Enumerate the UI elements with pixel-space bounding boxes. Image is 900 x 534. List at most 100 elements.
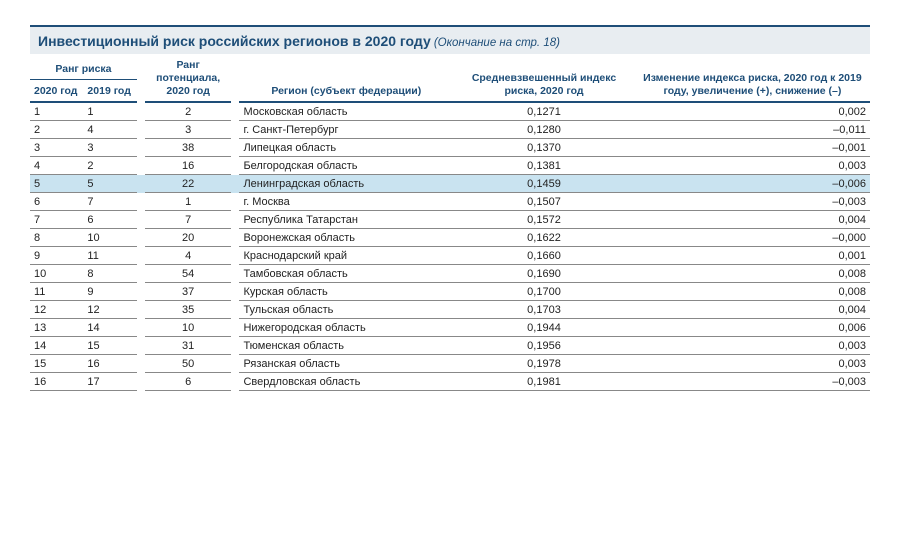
- cell-potential: 2: [145, 102, 230, 121]
- table-row: 112Московская область0,12710,002: [30, 102, 870, 121]
- cell-potential: 1: [145, 193, 230, 211]
- cell-change: –0,011: [635, 121, 870, 139]
- cell-potential: 10: [145, 319, 230, 337]
- cell-potential: 38: [145, 139, 230, 157]
- cell-index: 0,1280: [453, 121, 635, 139]
- cell-rank-2019: 16: [83, 355, 136, 373]
- cell-change: –0,003: [635, 373, 870, 391]
- cell-rank-2019: 3: [83, 139, 136, 157]
- col-rank-2019: 2019 год: [83, 79, 136, 102]
- cell-region: Республика Татарстан: [239, 211, 453, 229]
- cell-change: –0,006: [635, 175, 870, 193]
- cell-potential: 35: [145, 301, 230, 319]
- cell-rank-2020: 7: [30, 211, 83, 229]
- cell-change: –0,000: [635, 229, 870, 247]
- cell-potential: 7: [145, 211, 230, 229]
- cell-change: –0,001: [635, 139, 870, 157]
- cell-rank-2020: 8: [30, 229, 83, 247]
- cell-region: Воронежская область: [239, 229, 453, 247]
- cell-index: 0,1572: [453, 211, 635, 229]
- cell-potential: 4: [145, 247, 230, 265]
- col-region: Регион (субъект федерации): [239, 56, 453, 102]
- cell-change: 0,004: [635, 211, 870, 229]
- cell-potential: 20: [145, 229, 230, 247]
- cell-rank-2019: 9: [83, 283, 136, 301]
- cell-rank-2020: 2: [30, 121, 83, 139]
- cell-rank-2019: 6: [83, 211, 136, 229]
- cell-potential: 22: [145, 175, 230, 193]
- col-change: Изменение индекса риска, 2020 год к 2019…: [635, 56, 870, 102]
- cell-change: 0,003: [635, 355, 870, 373]
- table-row: 243 г. Санкт-Петербург0,1280–0,011: [30, 121, 870, 139]
- cell-index: 0,1660: [453, 247, 635, 265]
- cell-rank-2020: 11: [30, 283, 83, 301]
- table-row: 151650Рязанская область0,19780,003: [30, 355, 870, 373]
- cell-region: Тульская область: [239, 301, 453, 319]
- cell-rank-2019: 2: [83, 157, 136, 175]
- table-row: 16176Свердловская область0,1981–0,003: [30, 373, 870, 391]
- cell-change: 0,003: [635, 337, 870, 355]
- cell-rank-2020: 10: [30, 265, 83, 283]
- cell-potential: 3: [145, 121, 230, 139]
- cell-potential: 37: [145, 283, 230, 301]
- cell-index: 0,1622: [453, 229, 635, 247]
- table-row: 33 38 Липецкая область0,1370–0,001: [30, 139, 870, 157]
- cell-rank-2020: 16: [30, 373, 83, 391]
- table-row: 131410Нижегородская область0,19440,006: [30, 319, 870, 337]
- cell-rank-2019: 8: [83, 265, 136, 283]
- cell-region: Тюменская область: [239, 337, 453, 355]
- cell-region: Белгородская область: [239, 157, 453, 175]
- cell-region: Свердловская область: [239, 373, 453, 391]
- cell-index: 0,1944: [453, 319, 635, 337]
- cell-change: 0,004: [635, 301, 870, 319]
- cell-rank-2019: 1: [83, 102, 136, 121]
- cell-index: 0,1978: [453, 355, 635, 373]
- cell-rank-2020: 5: [30, 175, 83, 193]
- col-index: Средневзвешенный индекс риска, 2020 год: [453, 56, 635, 102]
- cell-rank-2019: 11: [83, 247, 136, 265]
- cell-rank-2019: 10: [83, 229, 136, 247]
- risk-table: Ранг риска Ранг потенциала, 2020 год Рег…: [30, 56, 870, 391]
- cell-potential: 50: [145, 355, 230, 373]
- cell-change: 0,008: [635, 283, 870, 301]
- col-group-risk: Ранг риска: [30, 56, 137, 79]
- cell-rank-2019: 4: [83, 121, 136, 139]
- cell-index: 0,1703: [453, 301, 635, 319]
- cell-region: Курская область: [239, 283, 453, 301]
- cell-potential: 16: [145, 157, 230, 175]
- cell-region: Краснодарский край: [239, 247, 453, 265]
- cell-rank-2019: 7: [83, 193, 136, 211]
- cell-potential: 31: [145, 337, 230, 355]
- cell-rank-2019: 14: [83, 319, 136, 337]
- table-row: 141531Тюменская область0,19560,003: [30, 337, 870, 355]
- cell-change: 0,002: [635, 102, 870, 121]
- cell-rank-2020: 13: [30, 319, 83, 337]
- cell-region: г. Санкт-Петербург: [239, 121, 453, 139]
- table-row: 767 Республика Татарстан0,15720,004: [30, 211, 870, 229]
- cell-potential: 6: [145, 373, 230, 391]
- cell-index: 0,1700: [453, 283, 635, 301]
- cell-rank-2020: 4: [30, 157, 83, 175]
- cell-region: Московская область: [239, 102, 453, 121]
- cell-index: 0,1459: [453, 175, 635, 193]
- table-title: Инвестиционный риск российских регионов …: [38, 33, 431, 49]
- cell-rank-2019: 5: [83, 175, 136, 193]
- cell-region: Липецкая область: [239, 139, 453, 157]
- cell-rank-2020: 14: [30, 337, 83, 355]
- cell-change: 0,001: [635, 247, 870, 265]
- cell-region: Нижегородская область: [239, 319, 453, 337]
- cell-region: г. Москва: [239, 193, 453, 211]
- cell-index: 0,1981: [453, 373, 635, 391]
- table-row: 5522Ленинградская область0,1459–0,006: [30, 175, 870, 193]
- table-body: 112Московская область0,12710,002243г. Са…: [30, 102, 870, 391]
- table-row: 121235Тульская область0,17030,004: [30, 301, 870, 319]
- cell-change: 0,003: [635, 157, 870, 175]
- col-potential: Ранг потенциала, 2020 год: [145, 56, 230, 102]
- cell-region: Тамбовская область: [239, 265, 453, 283]
- table-row: 671г. Москва0,1507–0,003: [30, 193, 870, 211]
- col-rank-2020: 2020 год: [30, 79, 83, 102]
- cell-index: 0,1370: [453, 139, 635, 157]
- cell-rank-2020: 3: [30, 139, 83, 157]
- cell-rank-2020: 1: [30, 102, 83, 121]
- cell-index: 0,1690: [453, 265, 635, 283]
